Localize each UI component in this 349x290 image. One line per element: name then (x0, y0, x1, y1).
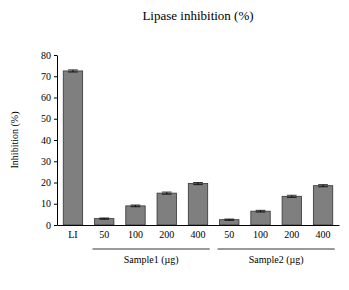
x-tick-label: 400 (316, 229, 331, 240)
y-tick-mark (54, 98, 57, 99)
x-axis-line (58, 225, 340, 226)
y-tick-label: 60 (41, 92, 51, 103)
error-bar (193, 183, 203, 185)
error-bar-line (131, 206, 141, 207)
x-tick-label: 100 (253, 229, 268, 240)
bar (63, 71, 82, 225)
y-tick-mark (54, 161, 57, 162)
y-tick-mark (54, 76, 57, 77)
chart: Lipase inhibition (%) 0 10 20 30 40 50 60 70 80 LI… (0, 0, 349, 290)
y-tick-mark (54, 140, 57, 141)
error-bar-line (68, 69, 78, 70)
y-tick: 80 (41, 50, 57, 61)
y-tick-label: 50 (41, 113, 51, 124)
group-bracket (218, 249, 335, 250)
bar (157, 193, 176, 225)
error-bar-line (318, 186, 328, 187)
group-labels: Sample1 (µg) Sample2 (µg) (93, 249, 335, 266)
y-tick-label: 30 (41, 156, 51, 167)
error-bar (131, 205, 141, 207)
y-tick: 50 (41, 113, 57, 124)
x-tick: 50 (99, 229, 109, 240)
error-bar-line (193, 184, 203, 185)
y-tick: 30 (41, 156, 57, 167)
x-axis: LI 50 100 200 400 50 100 200 400 (58, 226, 340, 241)
y-axis: 0 10 20 30 40 50 60 70 80 (41, 50, 58, 231)
group-label: Sample2 (µg) (249, 254, 304, 266)
bar (313, 186, 332, 225)
error-bar-line (193, 182, 203, 183)
x-tick-label: 200 (284, 229, 299, 240)
error-bar-line (256, 210, 266, 211)
error-bar-line (318, 184, 328, 185)
title: Lipase inhibition (%) (142, 8, 253, 23)
error-bar-line (162, 194, 172, 195)
y-tick-label: 20 (41, 177, 51, 188)
error-bar (99, 218, 109, 219)
bar (95, 219, 114, 225)
y-tick: 10 (41, 198, 57, 209)
y-tick: 20 (41, 177, 57, 188)
plot: 0 10 20 30 40 50 60 70 80 LI 50 100 200 400 50 100 200 40… (41, 50, 340, 266)
group-label: Sample1 (µg) (124, 254, 179, 266)
error-bar-line (224, 220, 234, 221)
y-tick: 70 (41, 71, 57, 82)
error-bar-line (131, 205, 141, 206)
y-tick-mark (54, 119, 57, 120)
y-tick-mark (54, 225, 57, 226)
error-bar-line (162, 192, 172, 193)
y-tick-label: 70 (41, 71, 51, 82)
x-tick-label: 50 (224, 229, 234, 240)
x-tick: 200 (159, 229, 174, 240)
y-tick: 40 (41, 135, 57, 146)
error-bar (318, 185, 328, 187)
bars (63, 70, 332, 225)
x-tick: 100 (253, 229, 268, 240)
error-bar (68, 70, 78, 72)
y-tick: 0 (46, 220, 57, 231)
bar (126, 206, 145, 225)
error-bar-line (99, 219, 109, 220)
y-axis-title: Inhibition (%) (9, 112, 21, 169)
x-tick-label: 200 (159, 229, 174, 240)
y-axis-line (57, 56, 58, 226)
x-tick: 200 (284, 229, 299, 240)
error-bar (256, 210, 266, 212)
y-tick-mark (54, 183, 57, 184)
y-tick-label: 0 (46, 220, 51, 231)
error-bar-line (99, 217, 109, 218)
x-tick-label: 50 (99, 229, 109, 240)
y-tick: 60 (41, 92, 57, 103)
bar (188, 184, 207, 225)
y-tick-label: 40 (41, 135, 51, 146)
y-tick-mark (54, 204, 57, 205)
x-tick-label: 100 (128, 229, 143, 240)
y-tick-label: 80 (41, 50, 51, 61)
error-bar (224, 219, 234, 220)
x-tick: LI (68, 229, 77, 240)
error-bar-line (256, 212, 266, 213)
x-tick-label: LI (68, 229, 77, 240)
error-bar (287, 195, 297, 197)
x-tick: 400 (191, 229, 206, 240)
error-bar-line (224, 219, 234, 220)
x-tick-label: 400 (191, 229, 206, 240)
y-tick-label: 10 (41, 198, 51, 209)
bar (282, 196, 301, 225)
bar (220, 220, 239, 225)
x-tick: 50 (224, 229, 234, 240)
bar (251, 211, 270, 225)
error-bar-line (287, 195, 297, 196)
y-tick-mark (54, 55, 57, 56)
group-bracket (93, 249, 210, 250)
x-tick: 100 (128, 229, 143, 240)
error-bar-line (287, 197, 297, 198)
error-bar-line (68, 72, 78, 73)
error-bar (162, 192, 172, 194)
x-tick: 400 (316, 229, 331, 240)
